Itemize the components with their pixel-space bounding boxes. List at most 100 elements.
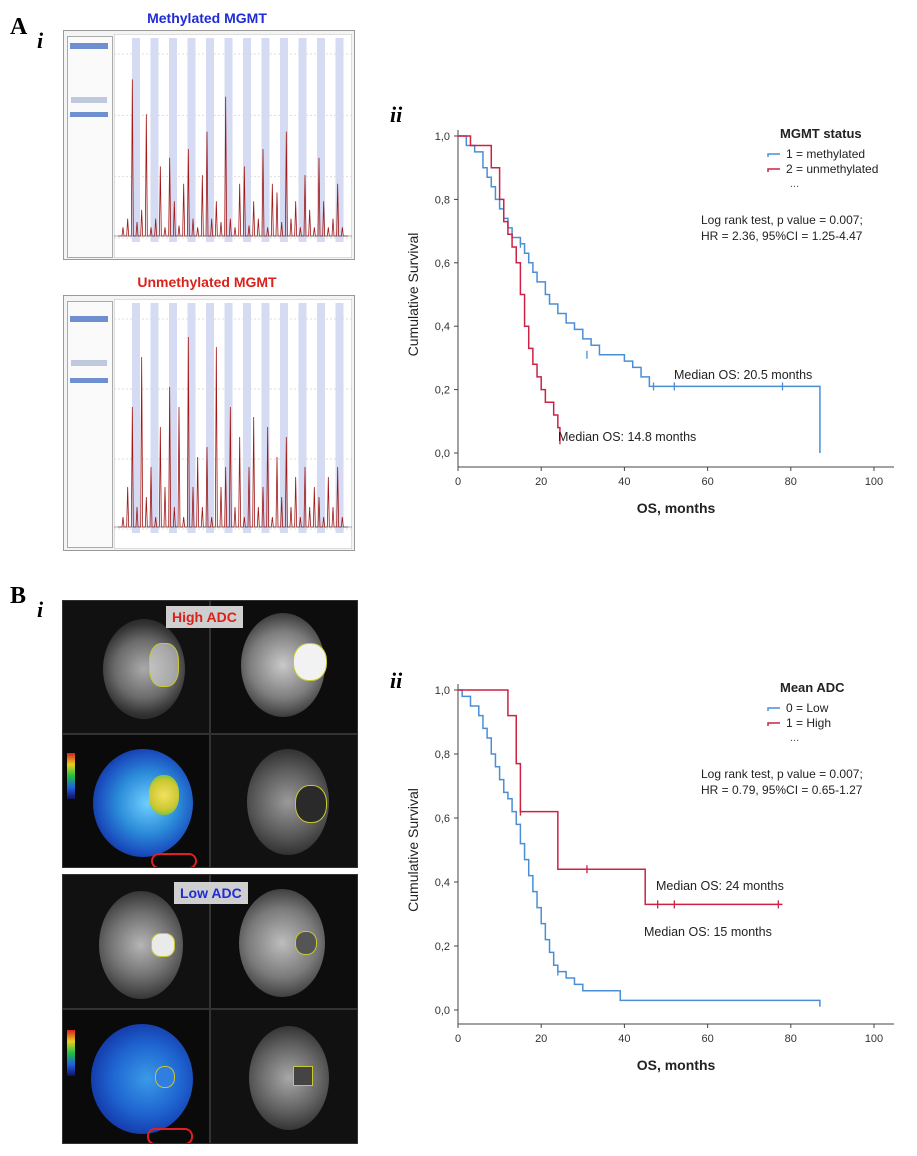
- km-mgmt-legend-more: ...: [790, 178, 799, 190]
- unmethylated-caption: Unmethylated MGMT: [137, 274, 277, 290]
- km-y-tick-label: 0,2: [435, 941, 450, 953]
- km-legend-swatch: [767, 722, 780, 726]
- cpg-band: [335, 38, 344, 242]
- cpg-band: [224, 303, 233, 533]
- pyrogram-methylated: [63, 30, 355, 260]
- panel-b-sub-ii: ii: [390, 668, 403, 693]
- km-x-tick-label: 20: [535, 476, 547, 488]
- km-x-tick-label: 80: [785, 476, 797, 488]
- km-y-tick-label: 1,0: [435, 131, 450, 143]
- cpg-band: [150, 38, 159, 242]
- km-curve-series-0: [458, 135, 821, 453]
- km-y-tick-label: 1,0: [435, 685, 450, 697]
- pyrogram-sidebar: [67, 36, 113, 258]
- cpg-band: [243, 303, 251, 533]
- mri-tile-flair: [62, 874, 210, 1009]
- panel-a-letter: A: [10, 14, 28, 40]
- cpg-band: [298, 38, 307, 242]
- pyrogram-canvas: [114, 34, 352, 258]
- km-x-tick-label: 80: [785, 1033, 797, 1045]
- sidebar-header-bar: [70, 43, 108, 49]
- km-legend-swatch: [767, 168, 780, 172]
- km-adc-hr: HR = 0.79, 95%CI = 0.65-1.27: [701, 783, 863, 797]
- pyrogram-canvas: [114, 299, 352, 549]
- cpg-band: [317, 38, 325, 242]
- cpg-band: [132, 303, 140, 533]
- mri-low-adc: Low ADC: [62, 874, 358, 1144]
- cpg-band: [132, 38, 140, 242]
- km-mgmt-median-methylated: Median OS: 20.5 months: [674, 368, 812, 382]
- km-x-tick-label: 0: [455, 476, 461, 488]
- mri-high-adc: High ADC: [62, 600, 358, 868]
- methylated-caption: Methylated MGMT: [147, 10, 267, 26]
- km-curve-series-1: [458, 135, 561, 441]
- cpg-band: [261, 38, 270, 242]
- cpg-band: [150, 303, 159, 533]
- km-y-tick-label: 0,8: [435, 749, 450, 761]
- km-y-tick-label: 0,6: [435, 258, 450, 270]
- cpg-band: [224, 38, 233, 242]
- km-adc-legend-high: 1 = High: [786, 716, 831, 730]
- cpg-band: [280, 38, 288, 242]
- km-y-tick-label: 0,0: [435, 448, 450, 460]
- km-y-tick-label: 0,4: [435, 321, 450, 333]
- cpg-band: [261, 303, 270, 533]
- panel-a-sub-ii: ii: [390, 102, 403, 127]
- mri-tile-adc-map: [62, 1009, 210, 1144]
- cpg-band: [169, 38, 177, 242]
- km-mgmt-median-unmethylated: Median OS: 14.8 months: [558, 430, 696, 444]
- km-mgmt-hr: HR = 2.36, 95%CI = 1.25-4.47: [701, 229, 863, 243]
- km-x-tick-label: 60: [701, 476, 713, 488]
- km-y-tick-label: 0,8: [435, 194, 450, 206]
- mri-tile-flair: [62, 600, 210, 734]
- km-adc-legend-more: ...: [790, 732, 799, 744]
- km-adc-logrank: Log rank test, p value = 0.007;: [701, 767, 863, 781]
- panel-b-sub-i: i: [37, 597, 44, 622]
- km-y-tick-label: 0,2: [435, 385, 450, 397]
- high-adc-tag: High ADC: [166, 606, 243, 628]
- km-x-tick-label: 40: [618, 476, 630, 488]
- cpg-band: [298, 303, 307, 533]
- km-adc-legend-title: Mean ADC: [780, 680, 845, 695]
- pyrogram-sidebar: [67, 301, 113, 548]
- km-curve-series-1: [458, 689, 783, 906]
- km-y-tick-label: 0,6: [435, 813, 450, 825]
- pyrogram-unmethylated: [63, 295, 355, 551]
- mri-tile-adc-map: [62, 734, 210, 868]
- km-y-tick-label: 0,4: [435, 877, 450, 889]
- km-x-tick-label: 100: [865, 476, 883, 488]
- sidebar-section-bar: [70, 378, 108, 383]
- km-mgmt-logrank: Log rank test, p value = 0.007;: [701, 213, 863, 227]
- km-y-tick-label: 0,0: [435, 1005, 450, 1017]
- km-chart-adc: 0,0 0,2 0,4 0,6 0,8 1,0 0 20 40 60 80 100 Cumulativ…: [405, 680, 894, 1073]
- cpg-band: [187, 38, 196, 242]
- km-x-tick-label: 40: [618, 1033, 630, 1045]
- panel-a-sub-i: i: [37, 28, 44, 53]
- cpg-band: [169, 303, 177, 533]
- sidebar-header-bar: [70, 316, 108, 322]
- pyrogram-unmethylated-plot: [114, 299, 352, 549]
- km-adc-legend-low: 0 = Low: [786, 701, 829, 715]
- km-x-tick-label: 0: [455, 1033, 461, 1045]
- km-chart-mgmt: 0,0 0,2 0,4 0,6 0,8 1,0 0 20 40 60 80 100 Cumulativ…: [405, 126, 894, 516]
- km-adc-median-high: Median OS: 24 months: [656, 879, 784, 893]
- km-adc-ylabel: Cumulative Survival: [405, 788, 421, 912]
- km-mgmt-ylabel: Cumulative Survival: [405, 233, 421, 357]
- sidebar-section-bar: [70, 112, 108, 117]
- km-x-tick-label: 20: [535, 1033, 547, 1045]
- sidebar-button: [71, 97, 107, 103]
- km-mgmt-legend-title: MGMT status: [780, 126, 862, 141]
- cpg-band: [317, 303, 325, 533]
- cpg-band: [187, 303, 196, 533]
- km-x-tick-label: 100: [865, 1033, 883, 1045]
- km-mgmt-legend-unmethylated: 2 = unmethylated: [786, 162, 878, 176]
- pyrogram-methylated-plot: [114, 34, 352, 258]
- km-legend-swatch: [767, 707, 780, 711]
- cpg-band: [280, 303, 288, 533]
- cpg-band: [206, 303, 214, 533]
- km-x-tick-label: 60: [701, 1033, 713, 1045]
- low-adc-tag: Low ADC: [174, 882, 248, 904]
- km-adc-xlabel: OS, months: [637, 1057, 716, 1073]
- mri-tile-gre: [210, 734, 358, 868]
- sidebar-button: [71, 360, 107, 366]
